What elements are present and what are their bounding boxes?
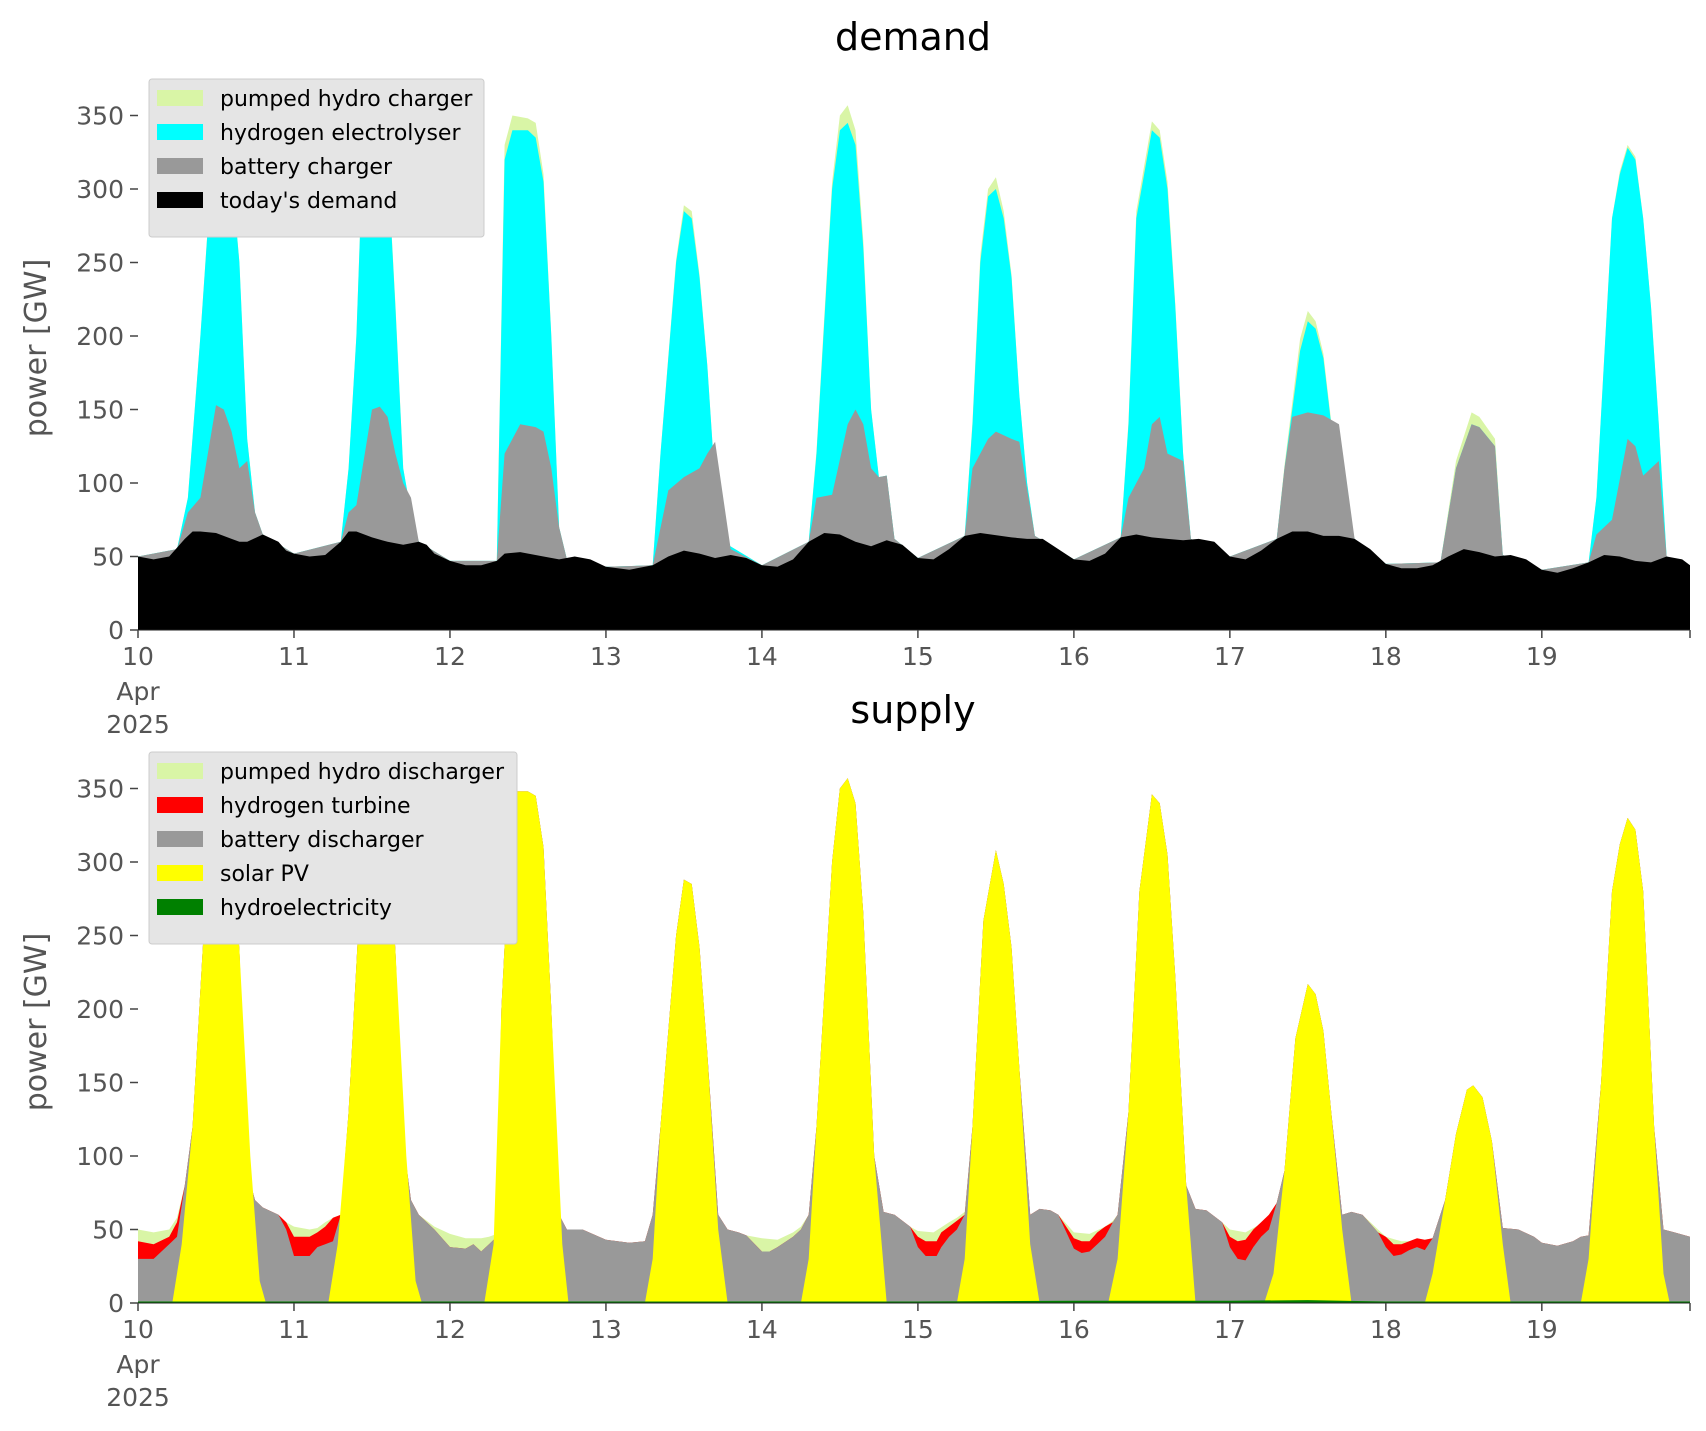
legend-label-battery-discharger: battery discharger (220, 828, 425, 853)
x-tick-sublabel: Apr (116, 677, 160, 706)
demand-legend: pumped hydro charger hydrogen electrolyse… (148, 78, 485, 238)
legend-label-hydrogen-turbine: hydrogen turbine (220, 794, 411, 819)
y-tick-label: 250 (76, 249, 124, 278)
x-tick-label: 19 (1526, 1315, 1558, 1344)
y-tick-label: 250 (76, 922, 124, 951)
x-tick-label: 14 (746, 1315, 778, 1344)
legend-swatch-hydrogen-turbine (157, 797, 203, 813)
x-tick-sublabel: Apr (116, 1350, 160, 1379)
x-tick-label: 12 (434, 642, 466, 671)
area-hydroelectricity (138, 1300, 1690, 1303)
supply-panel: supply 0 50 100 150 200 250 300 350 10 11 12 13 14 15… (19, 688, 1691, 1412)
y-tick-label: 350 (76, 102, 124, 131)
demand-areas (138, 105, 1690, 631)
y-tick-label: 300 (76, 848, 124, 877)
legend-swatch-pumped-hydro-charger (157, 90, 203, 106)
legend-swatch-battery-charger (157, 158, 203, 174)
x-tick-label: 15 (902, 1315, 934, 1344)
x-tick-label: 11 (278, 642, 310, 671)
x-tick-label: 12 (434, 1315, 466, 1344)
y-tick-label: 150 (76, 1069, 124, 1098)
area-solar-pv (138, 770, 1690, 1303)
legend-swatch-pumped-hydro-discharger (157, 763, 203, 779)
x-tick-label: 13 (590, 1315, 622, 1344)
y-tick-label: 0 (108, 1289, 124, 1318)
y-tick-label: 200 (76, 995, 124, 1024)
demand-title: demand (835, 15, 991, 59)
legend-swatch-today-s-demand (157, 192, 203, 208)
x-tick-label: 16 (1058, 642, 1090, 671)
legend-swatch-hydrogen-electrolyser (157, 124, 203, 140)
legend-label-battery-charger: battery charger (220, 155, 393, 180)
legend-box (148, 751, 518, 945)
x-tick-label: 15 (902, 642, 934, 671)
y-tick-label: 350 (76, 775, 124, 804)
x-tick-label: 13 (590, 642, 622, 671)
x-tick-label: 16 (1058, 1315, 1090, 1344)
x-tick-label: 19 (1526, 642, 1558, 671)
x-tick-label: 18 (1370, 642, 1402, 671)
legend-label-pumped-hydro-discharger: pumped hydro discharger (220, 760, 505, 785)
legend-label-hydroelectricity: hydroelectricity (220, 896, 392, 921)
x-tick-label: 17 (1214, 642, 1246, 671)
demand-ylabel: power [GW] (19, 259, 54, 438)
legend-label-hydrogen-electrolyser: hydrogen electrolyser (220, 121, 461, 146)
x-tick-label: 14 (746, 642, 778, 671)
x-tick-label: 17 (1214, 1315, 1246, 1344)
legend-box (148, 78, 485, 238)
legend-label-solar-pv: solar PV (220, 862, 309, 887)
area-today-s-demand (138, 531, 1690, 630)
supply-ylabel: power [GW] (19, 933, 54, 1112)
y-tick-label: 0 (108, 616, 124, 645)
y-tick-label: 50 (92, 1216, 124, 1245)
x-tick-sublabel: 2025 (106, 710, 170, 739)
y-tick-label: 100 (76, 1142, 124, 1171)
y-tick-label: 50 (92, 543, 124, 572)
x-tick-sublabel: 2025 (106, 1383, 170, 1412)
y-tick-label: 100 (76, 469, 124, 498)
y-tick-label: 300 (76, 175, 124, 204)
x-tick-label: 10 (122, 642, 154, 671)
legend-swatch-hydroelectricity (157, 899, 203, 915)
legend-swatch-battery-discharger (157, 831, 203, 847)
demand-panel: demand 0 50 100 150 200 250 300 350 10 11 12 13 14 15… (19, 15, 1691, 739)
y-tick-label: 150 (76, 396, 124, 425)
legend-label-pumped-hydro-charger: pumped hydro charger (220, 87, 473, 112)
x-tick-label: 11 (278, 1315, 310, 1344)
x-tick-label: 18 (1370, 1315, 1402, 1344)
supply-areas (138, 770, 1690, 1303)
legend-swatch-solar-pv (157, 865, 203, 881)
legend-label-today-s-demand: today's demand (220, 189, 397, 214)
demand-axes: 0 50 100 150 200 250 300 350 10 11 12 13 14 15 16 17 18 1… (76, 102, 1691, 739)
y-tick-label: 200 (76, 322, 124, 351)
supply-legend: pumped hydro discharger hydrogen turbine b… (148, 751, 518, 945)
supply-axes: 0 50 100 150 200 250 300 350 10 11 12 13 14 15 16 17 18 1… (76, 775, 1691, 1412)
supply-title: supply (850, 688, 975, 732)
x-tick-label: 10 (122, 1315, 154, 1344)
